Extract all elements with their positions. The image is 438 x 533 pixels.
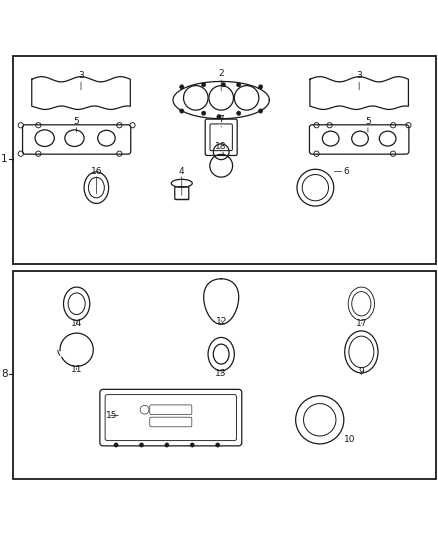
Circle shape: [201, 111, 206, 115]
Circle shape: [258, 85, 263, 89]
Text: 6: 6: [343, 166, 349, 175]
Text: 18: 18: [215, 142, 227, 150]
Text: 8: 8: [1, 369, 8, 379]
Text: 15: 15: [106, 411, 117, 420]
Circle shape: [237, 83, 241, 87]
Bar: [13, 56, 436, 264]
Text: 3: 3: [356, 71, 362, 80]
Text: 7: 7: [218, 115, 224, 124]
Circle shape: [217, 115, 221, 119]
Circle shape: [180, 85, 184, 89]
Circle shape: [139, 443, 144, 447]
Text: 2: 2: [219, 69, 224, 78]
Text: 12: 12: [215, 317, 227, 326]
Text: 1: 1: [1, 154, 8, 164]
Circle shape: [114, 443, 118, 447]
Circle shape: [165, 443, 169, 447]
Circle shape: [190, 443, 194, 447]
Circle shape: [237, 111, 241, 115]
Text: 3: 3: [78, 71, 84, 80]
Circle shape: [180, 109, 184, 113]
Circle shape: [221, 83, 226, 87]
Circle shape: [258, 109, 263, 113]
Circle shape: [201, 83, 206, 87]
Circle shape: [215, 443, 220, 447]
Bar: [13, 271, 436, 479]
Text: 16: 16: [91, 166, 102, 175]
Text: 17: 17: [356, 319, 367, 328]
Text: 13: 13: [215, 369, 227, 378]
Text: 4: 4: [179, 166, 184, 175]
Text: 5: 5: [365, 117, 371, 126]
Text: 5: 5: [74, 117, 80, 126]
Text: 10: 10: [344, 435, 355, 444]
Text: 9: 9: [358, 367, 364, 376]
Text: 11: 11: [71, 365, 82, 374]
Text: 14: 14: [71, 319, 82, 328]
